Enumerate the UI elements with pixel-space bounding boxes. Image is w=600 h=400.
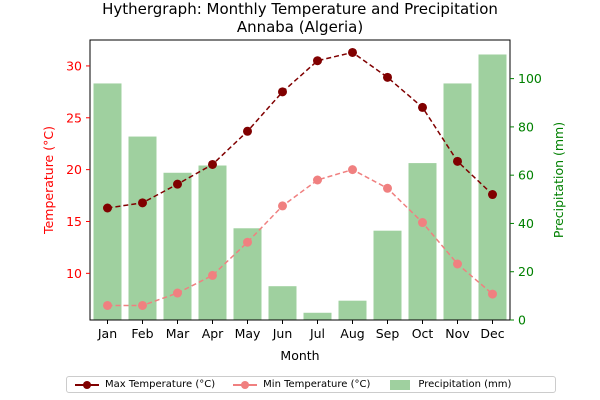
- legend-swatch-max-temperature: [75, 380, 99, 390]
- x-tick-label: Feb: [131, 326, 153, 341]
- left-y-tick-label: 10: [66, 266, 82, 281]
- chart-title: Hythergraph: Monthly Temperature and Pre…: [102, 0, 498, 18]
- legend-swatch-min-temperature: [233, 380, 258, 390]
- x-axis-label: Month: [280, 348, 319, 363]
- min-temp-point-jun: [278, 201, 287, 211]
- precipitation-bar-feb: [128, 136, 157, 320]
- legend-label-min-temperature: Min Temperature (°C): [263, 379, 371, 390]
- x-tick-label: Jun: [272, 326, 293, 341]
- x-tick-label: Mar: [166, 326, 190, 341]
- max-temp-point-apr: [208, 159, 217, 169]
- legend-label-max-temperature: Max Temperature (°C): [105, 379, 216, 390]
- right-y-tick-label: 0: [518, 313, 526, 328]
- x-tick-label: Dec: [480, 326, 504, 341]
- legend-label-precipitation: Precipitation (mm): [418, 379, 512, 390]
- precipitation-bar-sep: [373, 230, 402, 320]
- legend-item-max-temperature: Max Temperature (°C): [75, 379, 215, 390]
- precipitation-bar-dec: [478, 54, 507, 320]
- legend-item-min-temperature: Min Temperature (°C): [233, 379, 370, 390]
- legend-item-precipitation: Precipitation (mm): [388, 379, 511, 390]
- precipitation-bar-mar: [163, 172, 192, 320]
- x-tick-label: Nov: [445, 326, 470, 341]
- min-temp-point-jul: [313, 175, 322, 185]
- precipitation-bar-aug: [338, 300, 367, 320]
- x-tick-label: Sep: [376, 326, 400, 341]
- x-tick-label: Jul: [309, 326, 325, 341]
- right-y-tick-label: 20: [518, 264, 534, 279]
- right-y-tick-label: 40: [518, 216, 534, 231]
- min-temp-point-apr: [208, 270, 217, 280]
- precipitation-bar-apr: [198, 165, 227, 320]
- max-temp-point-jan: [103, 203, 112, 213]
- x-tick-label: Jan: [97, 326, 117, 341]
- max-temp-point-aug: [348, 47, 357, 57]
- right-y-axis-label: Precipitation (mm): [551, 122, 566, 238]
- right-y-tick-label: 60: [518, 168, 534, 183]
- min-temp-point-jan: [103, 300, 112, 310]
- left-y-axis-label: Temperature (°C): [41, 126, 56, 235]
- min-temp-line: [107, 168, 493, 307]
- min-temp-point-nov: [453, 259, 462, 269]
- left-y-tick-label: 30: [66, 58, 82, 73]
- left-y-tick-label: 20: [66, 162, 82, 177]
- precipitation-bar-nov: [443, 83, 472, 320]
- min-temp-point-mar: [173, 288, 182, 298]
- max-temp-point-jun: [278, 87, 287, 97]
- max-temp-point-nov: [453, 156, 462, 166]
- min-temp-point-sep: [383, 183, 392, 193]
- min-temp-point-may: [243, 237, 252, 247]
- x-tick-label: Apr: [202, 326, 224, 341]
- x-tick-label: Oct: [412, 326, 434, 341]
- min-temp-point-dec: [488, 289, 497, 299]
- right-y-tick-label: 80: [518, 119, 534, 134]
- legend: Max Temperature (°C) Min Temperature (°C…: [66, 376, 556, 393]
- max-temp-point-feb: [138, 198, 147, 208]
- x-tick-label: May: [235, 326, 261, 341]
- max-temp-point-may: [243, 126, 252, 136]
- left-y-tick-label: 15: [66, 214, 82, 229]
- max-temp-point-dec: [488, 190, 497, 200]
- x-tick-label: Aug: [340, 326, 364, 341]
- right-y-tick-label: 100: [518, 71, 542, 86]
- precipitation-bar-jul: [303, 312, 332, 320]
- legend-swatch-precipitation: [388, 379, 412, 390]
- max-temp-point-jul: [313, 56, 322, 66]
- max-temp-point-sep: [383, 72, 392, 82]
- chart-subtitle: Annaba (Algeria): [237, 18, 363, 36]
- max-temp-point-oct: [418, 102, 427, 112]
- min-temp-point-feb: [138, 300, 147, 310]
- precipitation-bar-jun: [268, 286, 297, 320]
- precipitation-bar-oct: [408, 163, 437, 320]
- precipitation-bar-jan: [93, 83, 122, 320]
- left-y-tick-label: 25: [66, 110, 82, 125]
- plot-frame: [89, 39, 511, 321]
- max-temp-point-mar: [173, 179, 182, 189]
- min-temp-point-aug: [348, 165, 357, 175]
- max-temp-line: [107, 51, 494, 209]
- min-temp-point-oct: [418, 218, 427, 228]
